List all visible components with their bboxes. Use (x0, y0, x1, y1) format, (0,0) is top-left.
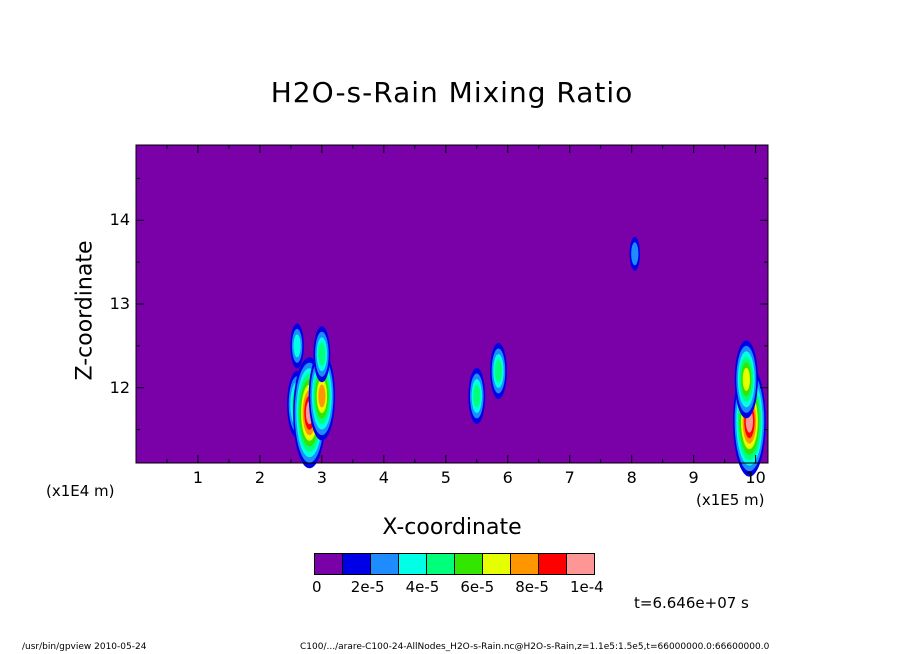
colorbar-swatch-3 (399, 554, 427, 574)
y-tick-label-12: 12 (109, 377, 130, 397)
x-tick-label-3: 3 (316, 468, 327, 487)
field-feature-3-level-4 (318, 342, 326, 366)
time-label: t=6.646e+07 s (634, 594, 749, 612)
colorbar-label-1: 2e-5 (350, 578, 385, 596)
colorbar-swatch-4 (427, 554, 455, 574)
footer-program-date: /usr/bin/gpview 2010-05-24 (22, 642, 147, 652)
field-feature-5-level-4 (473, 384, 481, 408)
y-tick-label-14: 14 (109, 210, 130, 230)
chart-title: H2O-s-Rain Mixing Ratio (270, 76, 634, 109)
field-feature-7-level-2 (631, 242, 639, 266)
y-axis-label: Z-coordinate (72, 240, 98, 381)
field-feature-6-level-4 (494, 359, 503, 383)
x-axis-label: X-coordinate (382, 515, 522, 540)
x-tick-label-2: 2 (254, 468, 265, 487)
colorbar-swatch-1 (343, 554, 371, 574)
field-feature-9-level-6 (742, 367, 750, 391)
colorbar-label-5: 1e-4 (570, 578, 604, 596)
colorbar-swatch-6 (483, 554, 511, 574)
footer-data-source: C100/.../arare-C100-24-AllNodes_H2O-s-Ra… (300, 642, 770, 652)
field-background (136, 145, 768, 463)
y-unit-label: (x1E4 m) (46, 482, 115, 500)
colorbar-swatch-2 (371, 554, 399, 574)
colorbar-swatch-5 (455, 554, 483, 574)
y-tick-label-13: 13 (109, 294, 130, 313)
colorbar-label-4: 8e-5 (515, 578, 549, 596)
field-feature-2-level-7 (318, 384, 326, 408)
colorbar-label-0: 0 (312, 578, 322, 596)
field-feature-4-level-3 (293, 334, 301, 358)
x-tick-label-9: 9 (688, 468, 699, 487)
colorbar-swatch-0 (315, 554, 343, 574)
x-tick-label-4: 4 (378, 468, 389, 487)
colorbar-label-2: 4e-5 (405, 578, 440, 596)
colorbar-swatch-8 (539, 554, 567, 574)
x-tick-label-1: 1 (192, 468, 204, 487)
x-tick-label-6: 6 (502, 468, 513, 487)
colorbar-label-3: 6e-5 (460, 578, 495, 596)
x-tick-label-7: 7 (564, 468, 575, 487)
colorbar-swatch-7 (511, 554, 539, 574)
colorbar (314, 553, 595, 575)
x-unit-label: (x1E5 m) (696, 491, 765, 509)
x-tick-label-8: 8 (626, 468, 637, 487)
x-tick-label-10: 10 (745, 468, 766, 487)
x-tick-label-5: 5 (440, 468, 451, 487)
colorbar-swatch-9 (567, 554, 594, 574)
